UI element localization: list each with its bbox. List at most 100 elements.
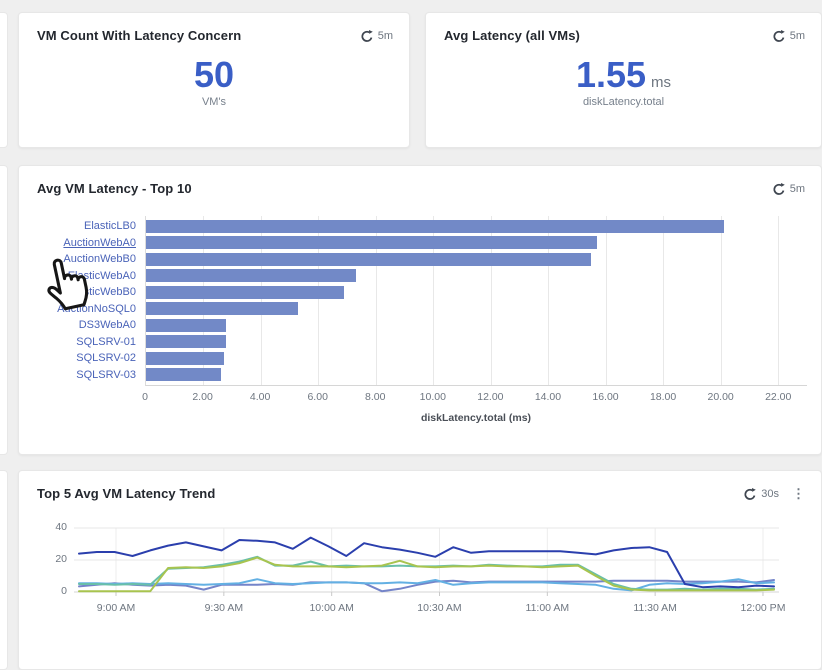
x-axis-tick-labels: 9:00 AM 9:30 AM 10:00 AM 10:30 AM 11:00 AM 11… [74, 602, 786, 616]
bar[interactable] [146, 368, 221, 382]
bar-gridline [605, 216, 607, 385]
bar-row [146, 350, 807, 367]
panel-title: Avg VM Latency - Top 10 [37, 181, 192, 196]
adjacent-panel-edge [0, 470, 8, 670]
bar-gridline [433, 216, 435, 385]
x-axis-tick-label: 11:00 AM [525, 602, 570, 614]
bar-gridline [203, 216, 205, 385]
bar[interactable] [146, 318, 227, 332]
x-axis-tick-label: 12:00 PM [740, 602, 786, 614]
bar[interactable] [146, 269, 356, 283]
panel-top10-bar-chart: Avg VM Latency - Top 10 5m ElasticLB0 Auc… [18, 165, 822, 455]
bar-gridline [375, 216, 377, 385]
x-axis-tick-label: 8.00 [365, 391, 386, 403]
bar-row [146, 334, 807, 351]
x-axis-tick-label: 10:30 AM [417, 602, 462, 614]
x-axis-tick-label: 10:00 AM [309, 602, 354, 614]
panel-avg-latency: Avg Latency (all VMs) 5m 1.55 ms diskLat… [425, 12, 822, 148]
refresh-interval: 5m [789, 29, 805, 42]
refresh-interval: 5m [789, 182, 805, 195]
bar-category-labels: ElasticLB0 AuctionWebA0 AuctionWebB0 Elasti… [37, 216, 145, 386]
y-axis-tick-label: 0 [61, 585, 67, 597]
bar-gridline [663, 216, 665, 385]
bar-gridline [778, 216, 780, 385]
refresh-control[interactable]: 5m [772, 182, 805, 196]
x-axis-title: diskLatency.total (ms) [420, 412, 532, 424]
y-axis-tick-label: 40 [55, 521, 67, 533]
bar-row [146, 251, 807, 268]
x-axis-tick-label: 9:30 AM [204, 602, 244, 614]
line-series-green [78, 556, 775, 593]
x-axis-tick-label: 9:00 AM [96, 602, 136, 614]
bar-category-label[interactable]: SQLSRV-01 [76, 335, 136, 348]
x-axis-tick-label: 20.00 [707, 391, 734, 403]
bar-category-label[interactable]: ElasticLB0 [84, 220, 136, 232]
bar-category-label[interactable]: DS3WebA0 [78, 319, 136, 331]
y-axis-tick-label: 20 [55, 553, 67, 565]
bar[interactable] [146, 236, 598, 250]
bar[interactable] [146, 219, 724, 233]
refresh-control[interactable]: 5m [360, 29, 393, 43]
refresh-icon[interactable] [772, 182, 786, 196]
stat-value: 1.55 [575, 54, 647, 95]
bar-plot-area [145, 216, 807, 386]
x-axis-tick-label: 14.00 [534, 391, 562, 403]
bar-category-label[interactable]: AuctionWebA0 [63, 236, 136, 249]
bar[interactable] [146, 302, 299, 316]
stat-value: 50 [193, 54, 235, 95]
bar[interactable] [146, 252, 592, 266]
more-options-icon[interactable]: ⋮ [792, 486, 805, 501]
line-chart-plot-area [74, 527, 779, 596]
adjacent-panel-edge [0, 12, 8, 148]
vm-latency-dashboard: { "theme": { "background": "#efefef", "c… [0, 12, 822, 670]
bar[interactable] [146, 285, 345, 299]
x-axis-tick-label: 6.00 [307, 391, 328, 403]
refresh-icon[interactable] [360, 29, 374, 43]
x-axis-tick-label: 16.00 [592, 391, 619, 403]
stat-block: 1.55 ms diskLatency.total [426, 54, 821, 109]
panel-trend-line-chart: Top 5 Avg VM Latency Trend 30s ⋮ 0 20 40 9… [18, 470, 822, 670]
bar-gridline [260, 216, 262, 385]
bar-row [146, 235, 807, 252]
panel-vm-count: VM Count With Latency Concern 5m 50 VM's [18, 12, 410, 148]
x-axis-tick-label: 10.00 [419, 391, 446, 403]
bar[interactable] [146, 335, 227, 349]
x-axis-tick-label: 18.00 [649, 391, 677, 403]
stat-block: 50 VM's [19, 54, 409, 109]
x-axis-tick-label: 4.00 [249, 391, 271, 403]
x-axis-tick-labels: 0 2.00 4.00 6.00 8.00 10.00 12.00 14.00 16.00 18.… [142, 391, 807, 404]
bar-category-label[interactable]: AuctionWebB0 [63, 253, 136, 265]
refresh-icon[interactable] [772, 29, 786, 43]
bar-row [146, 317, 807, 334]
panel-title: VM Count With Latency Concern [37, 28, 242, 43]
bar-chart: ElasticLB0 AuctionWebA0 AuctionWebB0 Elasti… [37, 216, 807, 386]
refresh-control[interactable]: 5m [772, 29, 805, 43]
line-series-dark-blue [78, 536, 775, 589]
bar-category-label[interactable]: ElasticWebB0 [67, 286, 136, 298]
bar-category-label[interactable]: ElasticWebA0 [67, 269, 136, 282]
bar-row [146, 268, 807, 285]
x-axis-tick-label: 2.00 [192, 391, 213, 403]
refresh-control[interactable]: 30s ⋮ [743, 487, 805, 501]
bar-category-label[interactable]: SQLSRV-03 [76, 368, 136, 381]
x-axis-tick-label: 22.00 [765, 391, 792, 403]
bar-row [146, 367, 807, 384]
panel-title: Top 5 Avg VM Latency Trend [37, 486, 216, 501]
line-chart: 0 20 40 [37, 521, 821, 599]
adjacent-panel-edge [0, 165, 8, 455]
line-series-slate-blue [78, 579, 775, 593]
bar-gridline [490, 216, 492, 385]
stat-unit: ms [651, 74, 672, 91]
panel-title: Avg Latency (all VMs) [444, 28, 580, 43]
line-series-light-blue [78, 578, 775, 592]
bar-row [146, 218, 807, 235]
bar[interactable] [146, 351, 224, 365]
bar-category-label[interactable]: AuctionNoSQL0 [57, 302, 136, 315]
stat-caption: diskLatency.total [582, 96, 665, 108]
refresh-interval: 5m [377, 29, 393, 42]
bar-gridline [548, 216, 550, 385]
bar-row [146, 284, 807, 301]
refresh-icon[interactable] [743, 487, 757, 501]
bar-category-label[interactable]: SQLSRV-02 [76, 352, 136, 364]
x-axis-tick-label: 11:30 AM [633, 602, 677, 614]
